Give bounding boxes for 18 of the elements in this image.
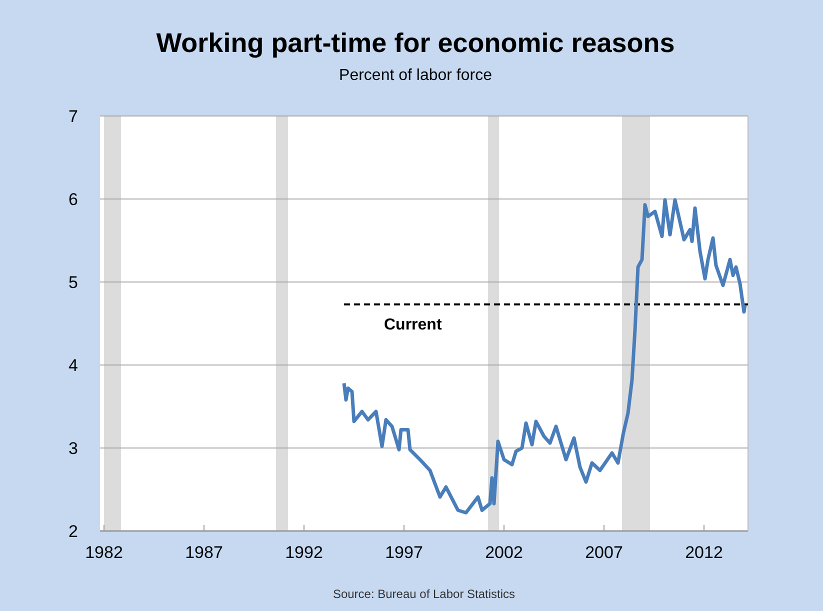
x-tick-label: 1997 <box>385 543 423 562</box>
x-tick-label: 2007 <box>585 543 623 562</box>
y-tick-label: 7 <box>68 107 78 126</box>
x-tick-label: 1992 <box>285 543 323 562</box>
line-series <box>342 198 747 514</box>
chart-title: Working part-time for economic reasons <box>156 28 675 58</box>
x-tick-label: 1982 <box>85 543 123 562</box>
ref-line-label: Current <box>384 316 442 334</box>
y-tick-label: 5 <box>68 273 78 292</box>
x-tick-label: 2002 <box>485 543 523 562</box>
y-tick-label: 2 <box>68 522 78 541</box>
y-tick-label: 4 <box>68 356 78 375</box>
source-note: Source: Bureau of Labor Statistics <box>332 587 516 601</box>
y-tick-label: 3 <box>68 439 78 458</box>
x-tick-label: 2012 <box>685 543 723 562</box>
y-tick-label: 6 <box>68 190 78 209</box>
x-tick-label: 1987 <box>185 543 223 562</box>
chart-subtitle: Percent of labor force <box>339 67 492 84</box>
